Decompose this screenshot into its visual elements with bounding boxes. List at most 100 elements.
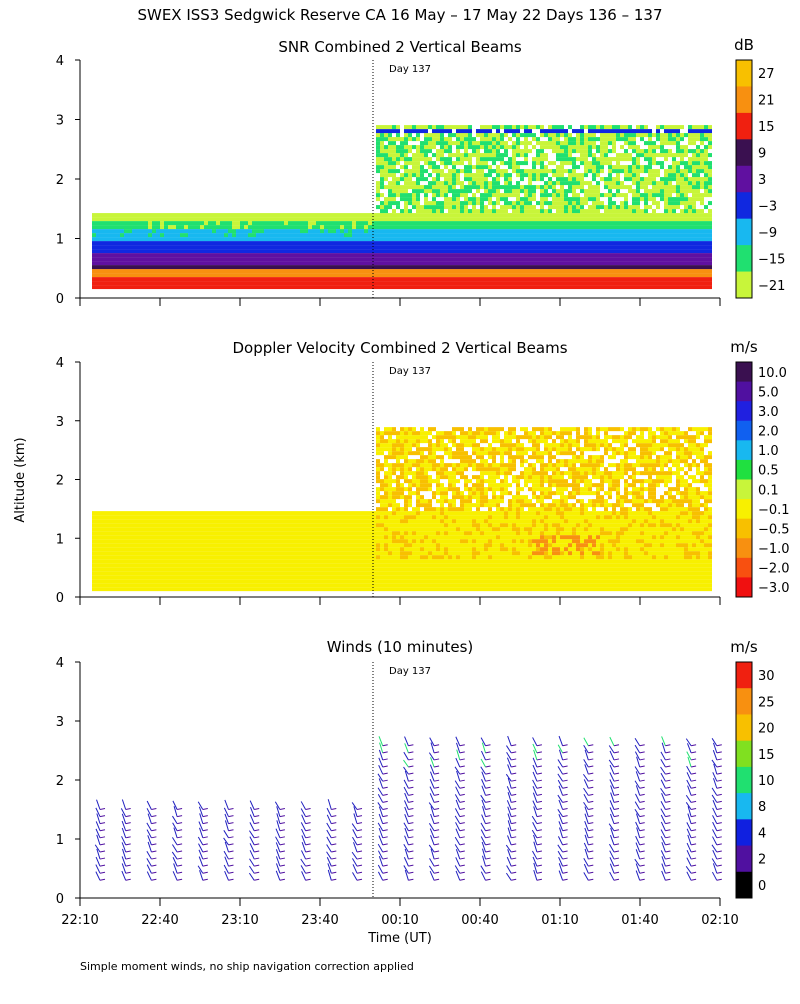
y-tick-label: 3 xyxy=(56,715,64,730)
y-tick-label: 2 xyxy=(56,173,64,188)
wind-profile xyxy=(95,800,105,881)
x-tick-label: 00:40 xyxy=(461,913,498,928)
colorbar-swatch xyxy=(736,86,752,113)
panel-title: SNR Combined 2 Vertical Beams xyxy=(278,38,521,56)
y-tick-label: 0 xyxy=(56,292,64,307)
colorbar-swatch xyxy=(736,538,752,558)
colorbar-swatch xyxy=(736,480,752,500)
colorbar-unit: dB xyxy=(734,36,754,54)
colorbar-swatch xyxy=(736,846,752,873)
colorbar-swatch xyxy=(736,519,752,539)
colorbar-swatch xyxy=(736,113,752,140)
colorbar-swatch xyxy=(736,793,752,820)
x-tick-label: 01:40 xyxy=(621,913,658,928)
wind-profile xyxy=(172,801,182,880)
colorbar-label: 10 xyxy=(758,774,775,789)
y-tick-label: 0 xyxy=(56,591,64,606)
y-tick-label: 1 xyxy=(56,233,64,248)
colorbar-swatch xyxy=(736,872,752,899)
colorbar-label: 1.0 xyxy=(758,444,779,459)
colorbar-label: 8 xyxy=(758,800,766,815)
y-axis-label: Altitude (km) xyxy=(13,437,28,522)
wind-profile xyxy=(378,736,388,880)
colorbar-swatch xyxy=(736,741,752,768)
wind-profile xyxy=(635,738,645,880)
wind-profile xyxy=(481,738,491,881)
colorbar-swatch xyxy=(736,245,752,272)
colorbar-label: 15 xyxy=(758,748,775,763)
wind-profile xyxy=(352,802,362,880)
colorbar-swatch xyxy=(736,819,752,846)
wind-profile xyxy=(404,737,414,881)
x-tick-label: 23:40 xyxy=(301,913,338,928)
colorbar-swatch xyxy=(736,192,752,219)
figure-title: SWEX ISS3 Sedgwick Reserve CA 16 May – 1… xyxy=(137,6,662,24)
colorbar-label: 3 xyxy=(758,173,766,188)
wind-profile xyxy=(327,799,337,880)
x-axis-label: Time (UT) xyxy=(367,931,432,946)
wind-profile xyxy=(301,801,311,880)
colorbar-label: −2.0 xyxy=(758,562,790,577)
colorbar-swatch xyxy=(736,139,752,166)
plot-content xyxy=(92,427,712,591)
colorbar-swatch xyxy=(736,401,752,421)
wind-profile xyxy=(712,738,722,880)
wind-profile xyxy=(583,738,593,881)
colorbar-swatch xyxy=(736,272,752,299)
x-tick-label: 23:10 xyxy=(221,913,258,928)
y-tick-label: 1 xyxy=(56,833,64,848)
colorbar-swatch xyxy=(736,421,752,441)
colorbar: 10.05.03.02.01.00.50.1−0.1−0.5−1.0−2.0−3… xyxy=(730,338,789,598)
wind-profile xyxy=(198,802,208,881)
footnote: Simple moment winds, no ship navigation … xyxy=(80,960,414,973)
y-tick-label: 4 xyxy=(56,656,64,671)
colorbar-swatch xyxy=(736,60,752,87)
colorbar-swatch xyxy=(736,440,752,460)
colorbar-label: 10.0 xyxy=(758,366,787,381)
y-tick-label: 3 xyxy=(56,415,64,430)
panel-title: Winds (10 minutes) xyxy=(327,638,474,656)
colorbar-label: −21 xyxy=(758,279,785,294)
panel-title: Doppler Velocity Combined 2 Vertical Bea… xyxy=(232,339,567,357)
colorbar-swatch xyxy=(736,558,752,578)
plot-content xyxy=(92,125,712,289)
panels: SNR Combined 2 Vertical Beams 0 1 2 3 4 Day 13… xyxy=(56,36,790,928)
colorbar-label: 5.0 xyxy=(758,385,779,400)
colorbar-label: 0 xyxy=(758,879,766,894)
x-tick-label: 22:10 xyxy=(61,913,98,928)
wind-profile xyxy=(224,800,234,880)
colorbar-label: 2 xyxy=(758,853,766,868)
y-tick-label: 4 xyxy=(56,356,64,371)
colorbar-label: −15 xyxy=(758,252,785,267)
panel-2: Doppler Velocity Combined 2 Vertical Bea… xyxy=(56,338,790,606)
y-tick-label: 3 xyxy=(56,114,64,129)
colorbar-label: 30 xyxy=(758,669,775,684)
plot-content xyxy=(95,736,722,880)
colorbar-label: 9 xyxy=(758,147,766,162)
colorbar-swatch xyxy=(736,499,752,519)
wind-profile xyxy=(275,802,285,881)
y-tick-label: 4 xyxy=(56,54,64,69)
colorbar-unit: m/s xyxy=(730,638,758,656)
colorbar-swatch xyxy=(736,688,752,715)
colorbar-label: −0.1 xyxy=(758,503,790,518)
x-tick-label: 02:10 xyxy=(701,913,738,928)
colorbar-label: −3.0 xyxy=(758,581,790,596)
colorbar-label: 25 xyxy=(758,695,775,710)
wind-profile xyxy=(121,800,130,881)
colorbar-label: 15 xyxy=(758,120,775,135)
colorbar-label: −3 xyxy=(758,199,777,214)
y-tick-label: 2 xyxy=(56,774,64,789)
day-marker-label: Day 137 xyxy=(389,366,431,377)
wind-profile xyxy=(532,737,542,880)
panel-1: SNR Combined 2 Vertical Beams 0 1 2 3 4 Day 13… xyxy=(56,36,786,307)
colorbar-swatch xyxy=(736,166,752,193)
day-marker-label: Day 137 xyxy=(389,64,431,75)
colorbar-swatch xyxy=(736,714,752,741)
wind-profile xyxy=(686,739,696,881)
colorbar-unit: m/s xyxy=(730,338,758,356)
colorbar-swatch xyxy=(736,219,752,246)
